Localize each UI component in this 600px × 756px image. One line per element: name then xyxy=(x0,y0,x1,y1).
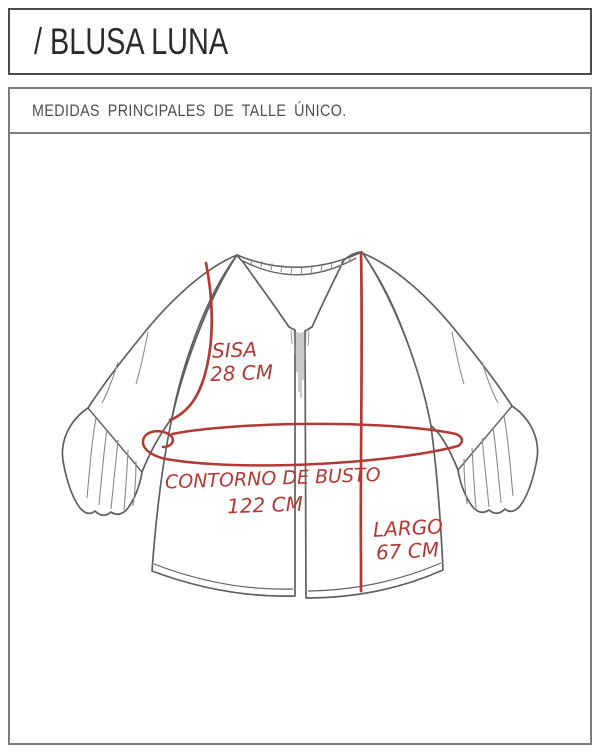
neck-binding xyxy=(236,251,363,276)
bust-measure-ellipse xyxy=(141,422,464,467)
page-title: / BLUSA LUNA xyxy=(34,20,229,62)
measurement-lines xyxy=(141,252,464,593)
subtitle-strip: MEDIDAS PRINCIPALES DE TALLE ÚNICO. xyxy=(10,89,590,134)
title-box: / BLUSA LUNA xyxy=(8,8,592,75)
sisa-measure-line xyxy=(168,261,214,422)
largo-measure-line xyxy=(359,252,364,593)
vneck-gathers xyxy=(290,329,310,398)
sisa-measurement-value: 28 CM xyxy=(209,359,274,387)
length-measurement-label: LARGO xyxy=(372,514,444,542)
subtitle-text: MEDIDAS PRINCIPALES DE TALLE ÚNICO. xyxy=(32,100,347,120)
left-sleeve xyxy=(61,254,238,517)
right-cuff-gathers xyxy=(451,331,514,509)
left-cuff-gathers xyxy=(86,331,149,511)
body-left-panel xyxy=(151,254,296,597)
length-measurement-value: 67 CM xyxy=(375,537,440,565)
sisa-measurement-label: SISA xyxy=(211,337,258,363)
hem-stitching xyxy=(153,562,442,592)
